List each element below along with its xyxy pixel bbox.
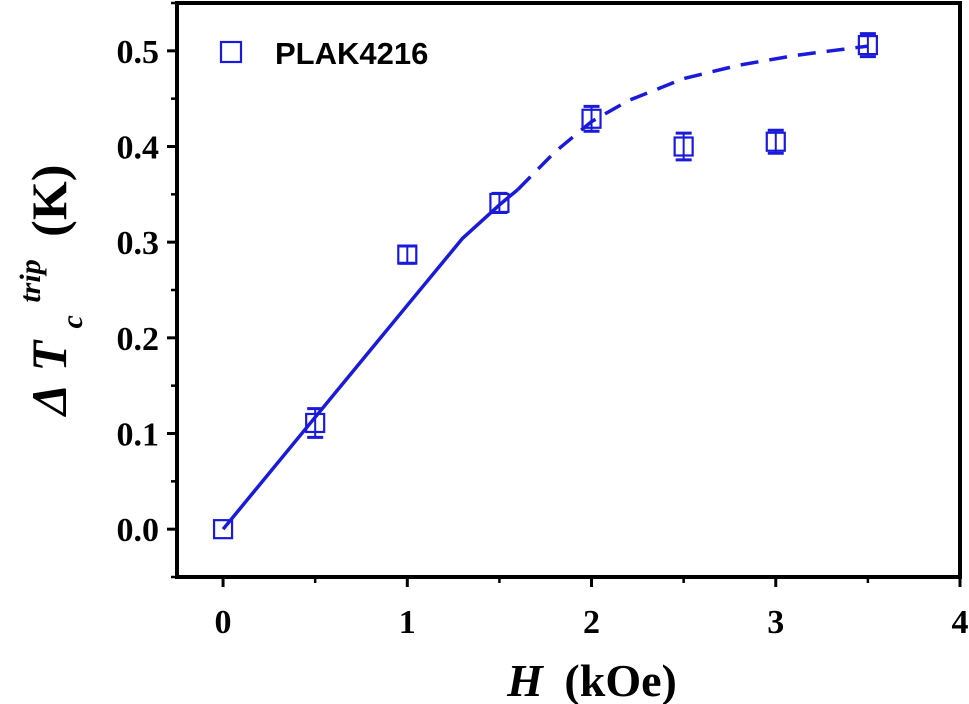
x-tick-label: 3 xyxy=(767,604,784,641)
data-point xyxy=(305,407,326,439)
ticks-layer: 0 1 2 3 4 0.0 0.1 0.2 0.3 0.4 0.5 xyxy=(117,1,969,641)
fit-line-dashed xyxy=(516,44,869,191)
plot-area-frame xyxy=(175,1,962,579)
x-tick-label: 1 xyxy=(399,604,416,641)
data-marker xyxy=(673,136,694,157)
data-point xyxy=(397,244,418,265)
y-axis-delta: Δ xyxy=(21,384,77,417)
data-marker xyxy=(765,131,786,152)
y-axis-superscript: trip xyxy=(14,259,47,302)
data-marker xyxy=(857,34,878,56)
fit-lines xyxy=(221,44,869,531)
y-tick-label: 0.5 xyxy=(117,34,160,71)
data-marker xyxy=(305,412,326,434)
y-tick-label: 0.2 xyxy=(117,321,160,358)
x-axis-title: H (kOe) xyxy=(506,655,677,704)
data-marker xyxy=(489,192,510,214)
data-point xyxy=(673,131,694,162)
x-axis-unit: (kOe) xyxy=(564,655,676,704)
data-marker xyxy=(581,108,602,129)
x-tick-label: 4 xyxy=(952,604,969,641)
data-marker xyxy=(397,244,418,265)
y-axis-title: Δ T c trip (K) xyxy=(0,165,93,418)
data-point xyxy=(489,191,510,215)
x-axis-symbol: H xyxy=(506,655,544,704)
x-tick-label: 2 xyxy=(583,604,600,641)
y-tick-label: 0.4 xyxy=(117,130,160,167)
legend-label: PLAK4216 xyxy=(275,36,428,71)
y-tick-label: 0.1 xyxy=(117,417,160,454)
data-point xyxy=(581,104,602,133)
y-tick-label: 0.3 xyxy=(117,225,160,262)
data-points xyxy=(212,32,878,540)
data-point xyxy=(212,519,234,540)
x-tick-label: 0 xyxy=(215,604,232,641)
data-point xyxy=(857,32,878,59)
data-marker xyxy=(212,519,234,540)
fit-line-solid xyxy=(221,188,519,531)
data-point xyxy=(765,128,786,155)
legend: PLAK4216 xyxy=(219,36,428,71)
y-tick-label: 0.0 xyxy=(117,512,160,549)
y-axis-subscript: c xyxy=(56,315,89,328)
y-axis-unit: (K) xyxy=(21,165,77,237)
y-axis-symbol: T xyxy=(21,339,77,372)
legend-marker xyxy=(219,40,243,64)
